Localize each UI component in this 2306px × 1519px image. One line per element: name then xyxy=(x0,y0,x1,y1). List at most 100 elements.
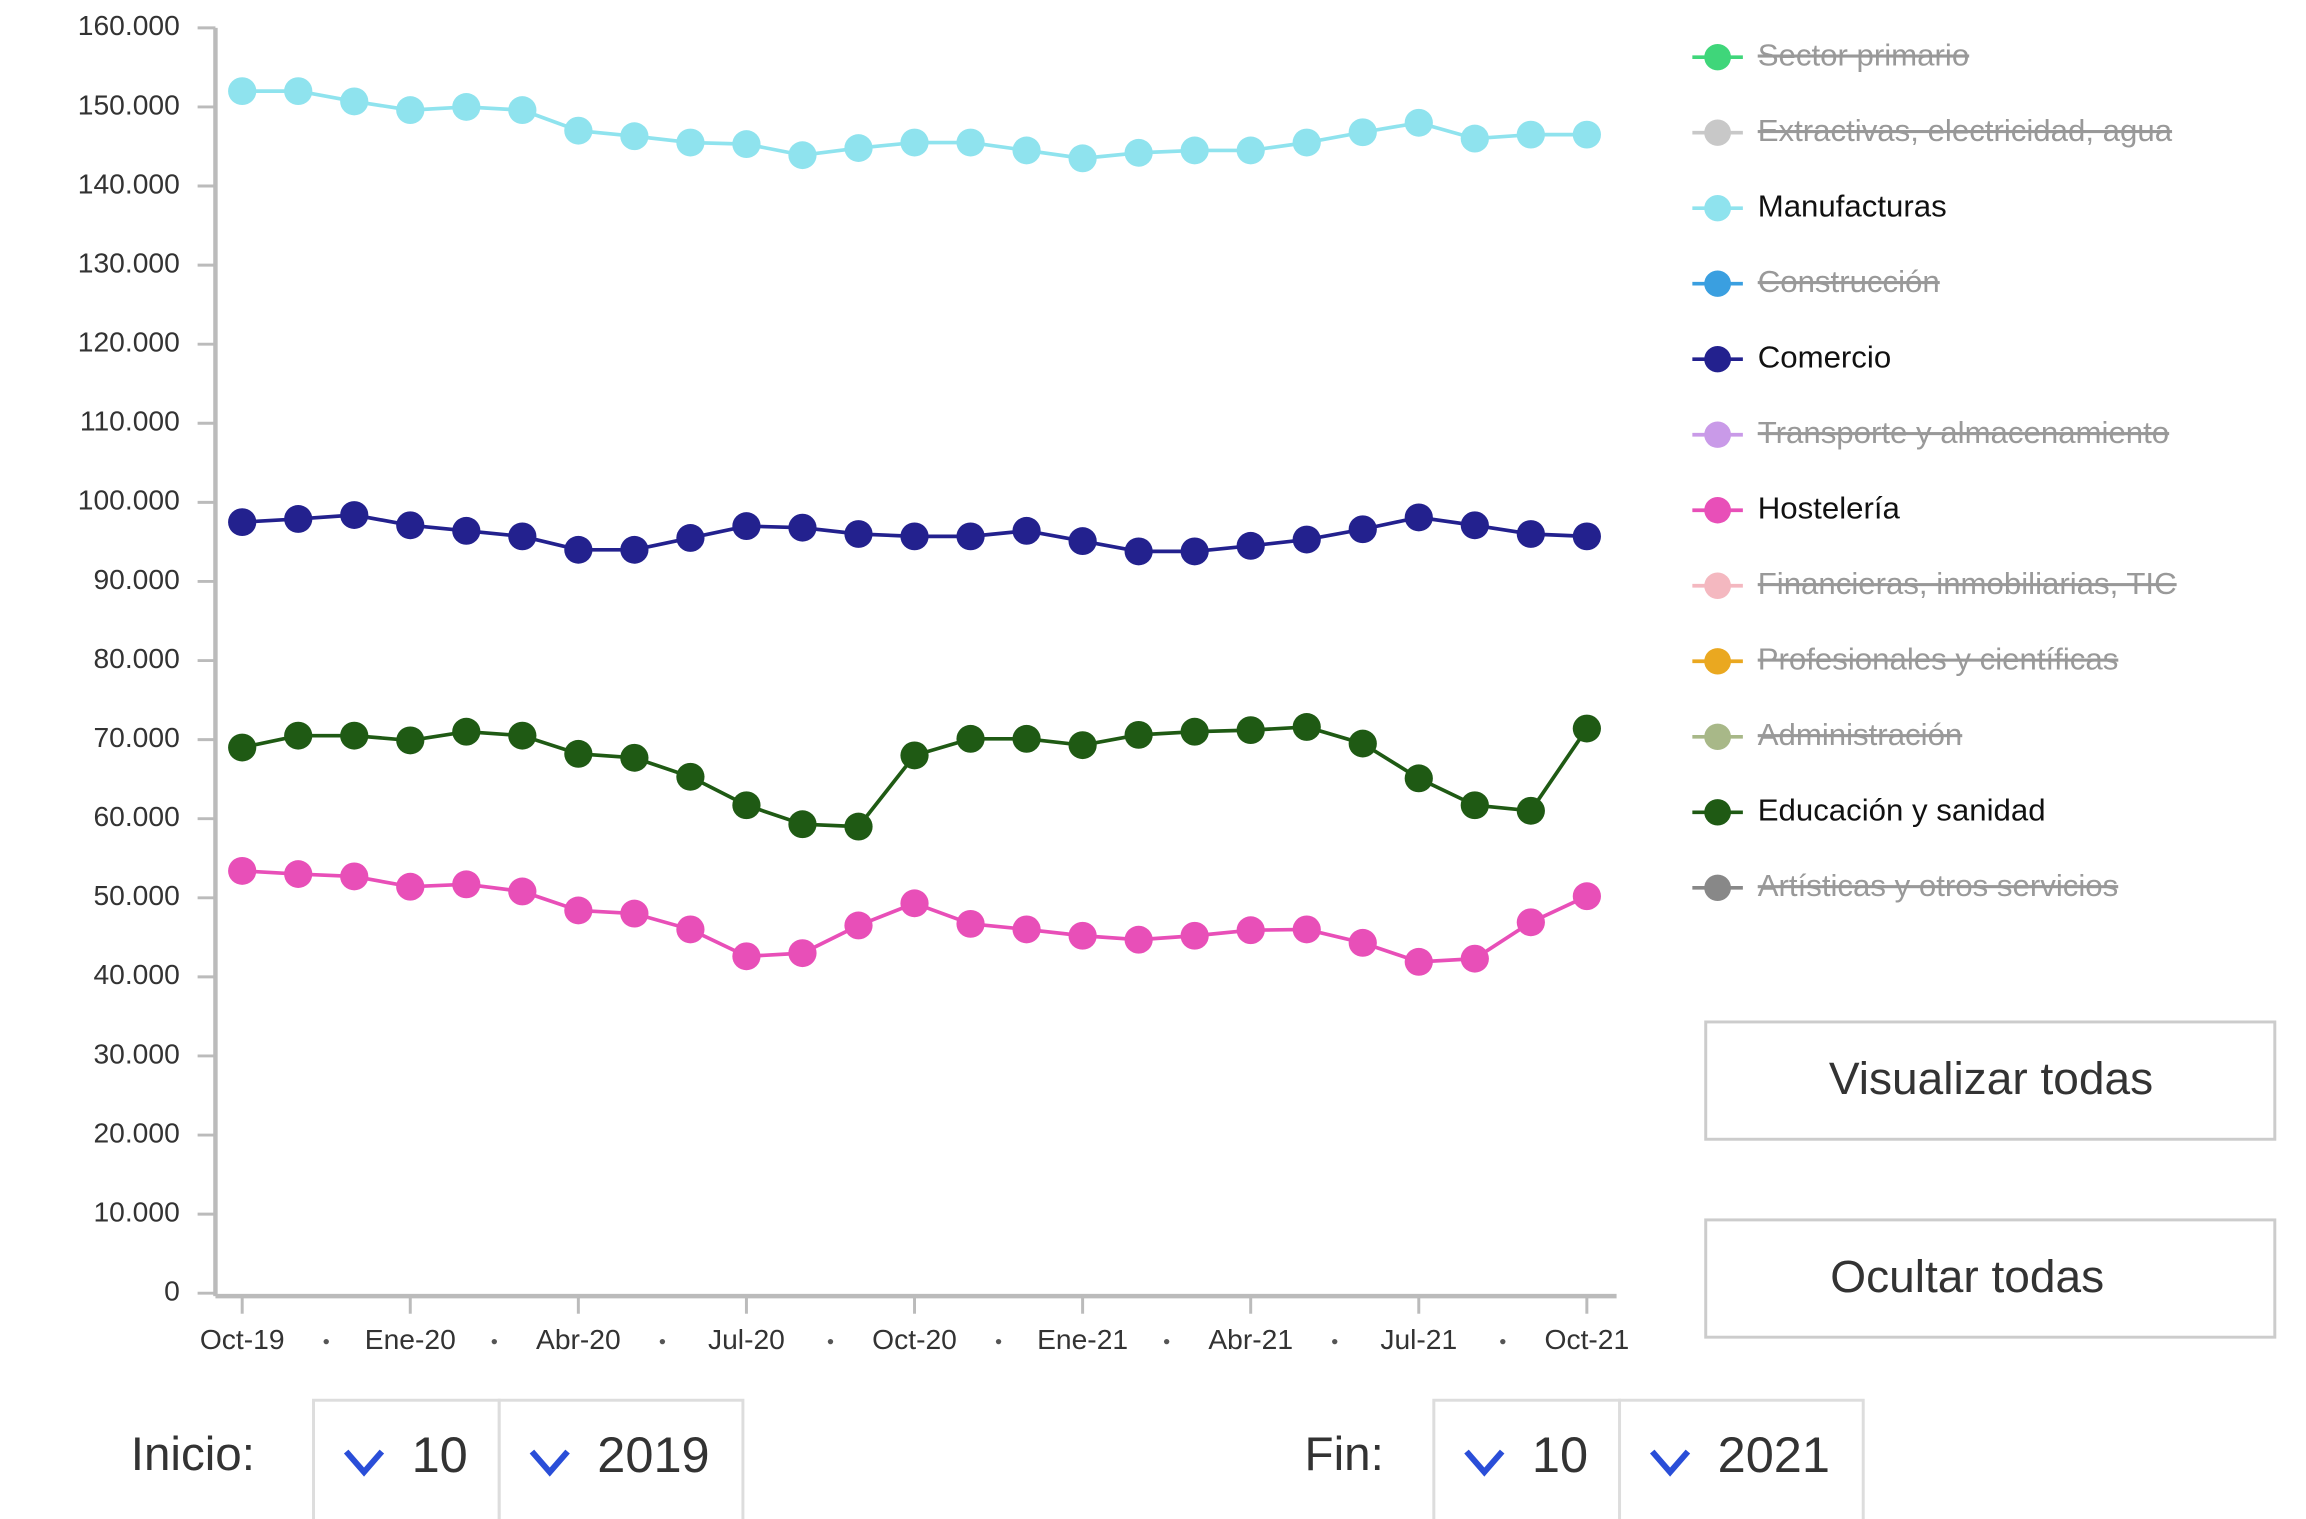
data-point xyxy=(1348,729,1377,758)
data-point xyxy=(1068,921,1097,950)
legend-entry[interactable]: Extractivas, electricidad, agua xyxy=(1758,113,2173,148)
button-frame[interactable] xyxy=(1704,1218,2277,1339)
legend-swatch[interactable] xyxy=(1704,119,1731,146)
data-point xyxy=(620,535,649,564)
data-point xyxy=(1572,882,1601,911)
data-point xyxy=(228,733,257,762)
data-point xyxy=(508,721,537,750)
legend-entry[interactable]: Construcción xyxy=(1758,264,1940,299)
legend-swatch[interactable] xyxy=(1704,421,1731,448)
legend-swatch[interactable] xyxy=(1704,346,1731,373)
data-point xyxy=(564,896,593,925)
legend-swatch[interactable] xyxy=(1704,497,1731,524)
data-point xyxy=(452,717,481,746)
select-value[interactable]: 2019 xyxy=(597,1427,709,1483)
y-tick-label: 110.000 xyxy=(80,406,180,437)
x-separator xyxy=(1163,1338,1170,1345)
start-month-select[interactable] xyxy=(312,1398,501,1519)
show-all-button[interactable]: Visualizar todas xyxy=(1704,1020,2277,1141)
select-value[interactable]: 10 xyxy=(1532,1427,1588,1483)
data-point xyxy=(1236,531,1265,560)
data-point xyxy=(1292,525,1321,554)
x-tick-label: Ene-21 xyxy=(1037,1324,1128,1355)
data-point xyxy=(620,122,649,151)
legend-entry[interactable]: Profesionales y científicas xyxy=(1758,642,2119,677)
data-point xyxy=(1516,908,1545,937)
data-point xyxy=(1180,136,1209,165)
data-point xyxy=(452,93,481,121)
legend-entry[interactable]: Sector primario xyxy=(1758,38,1969,73)
legend-entry[interactable]: Manufacturas xyxy=(1758,189,1947,224)
legend-swatch[interactable] xyxy=(1704,572,1731,599)
data-point xyxy=(1404,108,1433,137)
legend-entry[interactable]: Financieras, inmobiliarias, TIC xyxy=(1758,566,2177,601)
data-point xyxy=(620,743,649,772)
legend-entry[interactable]: Hostelería xyxy=(1758,491,1901,526)
data-point xyxy=(1460,791,1489,820)
legend-swatch[interactable] xyxy=(1704,648,1731,675)
x-tick-label: Abr-20 xyxy=(536,1324,621,1355)
data-point xyxy=(1012,516,1041,545)
data-point xyxy=(452,870,481,899)
data-point xyxy=(1012,915,1041,944)
data-point xyxy=(396,96,425,125)
legend-entry[interactable]: Administración xyxy=(1758,717,1963,752)
data-point xyxy=(788,810,817,839)
data-point xyxy=(1460,124,1489,153)
select-value[interactable]: 10 xyxy=(412,1427,468,1483)
chevron[interactable] xyxy=(529,1449,570,1477)
x-tick-label: Oct-19 xyxy=(200,1324,285,1355)
end-month-select[interactable] xyxy=(1432,1398,1622,1519)
hide-all-button[interactable]: Ocultar todas xyxy=(1704,1218,2277,1339)
data-point xyxy=(1236,916,1265,945)
select-value[interactable]: 2021 xyxy=(1718,1427,1830,1483)
x-tick-label: Ene-20 xyxy=(365,1324,456,1355)
data-point xyxy=(1236,716,1265,745)
chevron[interactable] xyxy=(1464,1449,1505,1477)
button-frame[interactable] xyxy=(1704,1020,2277,1141)
data-point xyxy=(788,513,817,542)
x-separator xyxy=(323,1338,329,1345)
y-tick-label: 120.000 xyxy=(78,327,180,358)
legend-swatch[interactable] xyxy=(1704,195,1731,222)
data-point xyxy=(396,511,425,540)
data-point xyxy=(1404,947,1433,976)
data-point xyxy=(1180,717,1209,746)
y-tick-label: 160.000 xyxy=(78,10,180,41)
legend-swatch[interactable] xyxy=(1704,723,1731,750)
data-point xyxy=(1516,520,1545,548)
y-tick-label: 140.000 xyxy=(78,169,180,200)
legend-entry[interactable]: Comercio xyxy=(1758,340,1891,375)
legend-entry[interactable]: Educación y sanidad xyxy=(1758,793,2046,828)
legend-entry[interactable]: Artísticas y otros servicios xyxy=(1758,868,2118,903)
data-point xyxy=(1068,527,1097,556)
data-point xyxy=(228,508,257,537)
y-tick-label: 40.000 xyxy=(93,959,179,990)
data-point xyxy=(1404,503,1433,532)
data-point xyxy=(956,522,985,551)
legend-swatch[interactable] xyxy=(1704,43,1731,71)
data-point xyxy=(1012,724,1041,753)
x-tick-label: Jul-20 xyxy=(708,1324,785,1355)
data-point xyxy=(564,535,593,564)
data-point xyxy=(1124,720,1153,749)
data-point xyxy=(732,512,761,541)
x-tick-label: Abr-21 xyxy=(1208,1324,1293,1355)
button-label[interactable]: Ocultar todas xyxy=(1830,1251,2104,1302)
data-point xyxy=(844,520,873,548)
legend-swatch[interactable] xyxy=(1704,799,1731,826)
data-point xyxy=(340,87,369,116)
legend-entry[interactable]: Transporte y almacenamiento xyxy=(1758,415,2169,450)
y-tick-label: 60.000 xyxy=(93,801,179,832)
legend-swatch[interactable] xyxy=(1704,270,1731,297)
y-tick-label: 10.000 xyxy=(93,1197,179,1228)
data-point xyxy=(620,899,649,928)
chevron[interactable] xyxy=(343,1449,385,1477)
legend-swatch[interactable] xyxy=(1704,874,1731,901)
button-label[interactable]: Visualizar todas xyxy=(1829,1053,2153,1104)
data-point xyxy=(1292,128,1321,157)
chevron[interactable] xyxy=(1649,1449,1691,1477)
data-point xyxy=(956,724,985,753)
data-point xyxy=(844,812,873,841)
